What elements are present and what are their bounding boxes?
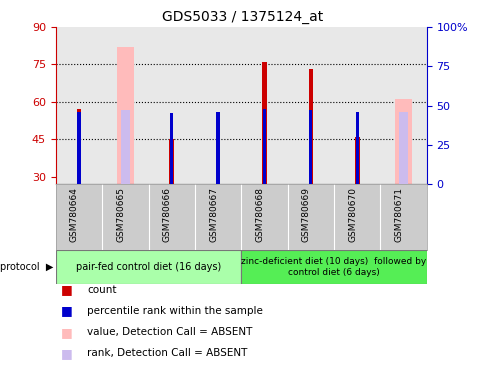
Bar <box>399 112 407 184</box>
Bar <box>262 109 266 184</box>
Text: GSM780670: GSM780670 <box>348 187 357 242</box>
Bar <box>309 110 312 184</box>
Text: ■: ■ <box>60 283 72 296</box>
Bar <box>116 47 134 184</box>
Bar <box>56 250 241 284</box>
Bar <box>170 114 173 184</box>
Text: pair-fed control diet (16 days): pair-fed control diet (16 days) <box>76 262 221 272</box>
Text: count: count <box>87 285 117 295</box>
Text: ■: ■ <box>60 347 72 360</box>
Bar <box>308 70 313 184</box>
Bar <box>77 112 80 184</box>
Bar <box>121 110 129 184</box>
Bar <box>241 250 426 284</box>
Bar <box>216 112 219 184</box>
Text: growth protocol  ▶: growth protocol ▶ <box>0 262 53 272</box>
Text: GSM780669: GSM780669 <box>301 187 310 242</box>
Bar <box>394 99 411 184</box>
Text: percentile rank within the sample: percentile rank within the sample <box>87 306 263 316</box>
Text: GSM780664: GSM780664 <box>70 187 79 242</box>
Bar <box>215 137 220 184</box>
Bar <box>354 137 359 184</box>
Text: GSM780667: GSM780667 <box>209 187 218 242</box>
Text: GSM780666: GSM780666 <box>163 187 171 242</box>
Text: zinc-deficient diet (10 days)  followed by
control diet (6 days): zinc-deficient diet (10 days) followed b… <box>241 257 426 276</box>
Text: GSM780665: GSM780665 <box>116 187 125 242</box>
Text: rank, Detection Call = ABSENT: rank, Detection Call = ABSENT <box>87 348 247 358</box>
Text: value, Detection Call = ABSENT: value, Detection Call = ABSENT <box>87 327 252 337</box>
Bar <box>169 139 174 184</box>
Text: GDS5033 / 1375124_at: GDS5033 / 1375124_at <box>162 10 322 23</box>
Bar <box>76 109 81 184</box>
Text: GSM780668: GSM780668 <box>255 187 264 242</box>
Text: ■: ■ <box>60 326 72 339</box>
Text: ■: ■ <box>60 305 72 318</box>
Bar <box>355 112 358 184</box>
Bar <box>262 62 266 184</box>
Text: GSM780671: GSM780671 <box>394 187 403 242</box>
